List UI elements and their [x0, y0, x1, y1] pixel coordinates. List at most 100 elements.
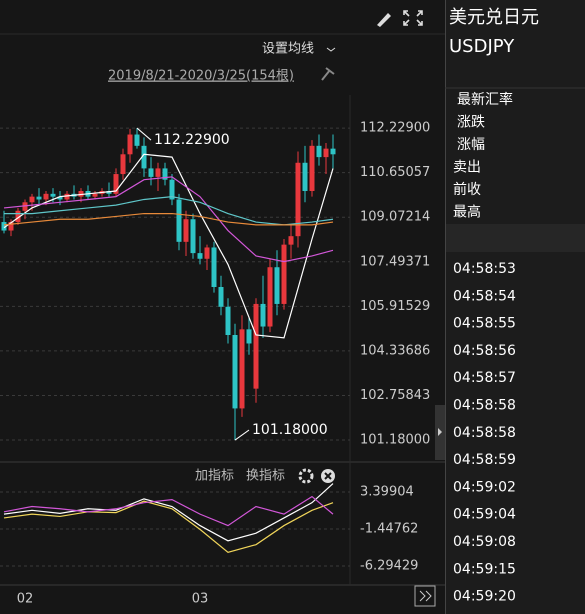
candle-body — [36, 196, 42, 200]
candle-body — [8, 222, 14, 231]
field-label: 最新汇率 — [457, 91, 513, 108]
line-series — [3, 176, 334, 263]
line-series — [3, 495, 334, 527]
field-label: 涨跌 — [457, 115, 485, 131]
candle-body — [29, 196, 35, 203]
trade-time: 04:58:53 — [453, 261, 516, 277]
trade-time: 04:58:56 — [453, 343, 516, 359]
candle-body — [141, 145, 147, 169]
candle-body — [316, 145, 322, 158]
candle-body — [64, 193, 70, 200]
candle-body — [106, 191, 112, 194]
trade-time: 04:58:58 — [453, 425, 516, 441]
annotation-pointer — [136, 127, 152, 141]
annotation-label: 101.18000 — [252, 422, 328, 438]
candle-body — [267, 267, 273, 327]
candle-body — [274, 267, 280, 304]
candle-body — [43, 193, 49, 200]
candle-body — [50, 193, 56, 197]
candle-body — [323, 148, 329, 158]
dropdown-icon[interactable] — [326, 47, 336, 52]
candle-body — [197, 253, 203, 259]
candle-body — [162, 168, 168, 180]
side-panel — [445, 0, 585, 614]
panel-band — [446, 224, 585, 252]
y-tick-label: 3.39904 — [360, 484, 414, 499]
candle-body — [330, 148, 336, 155]
line-series — [3, 212, 334, 226]
trade-time: 04:58:55 — [453, 316, 516, 332]
annotation-pointer — [234, 429, 250, 441]
candle-body — [127, 134, 133, 155]
y-tick-label: 110.65057 — [360, 165, 430, 180]
pair-symbol: USDJPY — [449, 36, 515, 57]
candle-body — [190, 219, 196, 254]
switch-indicator[interactable]: 换指标 — [246, 469, 285, 484]
y-tick-label: 102.75843 — [360, 388, 430, 403]
candle-body — [183, 219, 189, 242]
candle-body — [155, 168, 161, 177]
y-tick-label: -1.44762 — [360, 521, 418, 536]
brush-icon[interactable] — [377, 13, 391, 27]
candle-body — [176, 199, 182, 242]
x-tick-label: 02 — [17, 592, 34, 607]
ma-setting[interactable]: 设置均线 — [262, 42, 314, 57]
line-series — [3, 483, 334, 542]
chart-bg — [0, 0, 445, 614]
y-tick-label: 101.18000 — [360, 433, 430, 448]
candle-body — [169, 179, 175, 200]
y-tick-label: 112.22900 — [360, 121, 430, 136]
line-series — [3, 153, 334, 339]
trade-time: 04:59:20 — [453, 589, 516, 605]
trade-time: 04:58:54 — [453, 288, 516, 304]
candle-body — [281, 244, 287, 304]
line-series — [3, 500, 334, 553]
settings-icon[interactable] — [298, 468, 314, 484]
candle-body — [204, 247, 210, 259]
date-range[interactable]: 2019/8/21-2020/3/25(154根) — [108, 69, 294, 84]
trade-time: 04:58:57 — [453, 370, 516, 386]
trade-time: 04:59:04 — [453, 507, 516, 523]
next-button[interactable] — [414, 585, 436, 607]
trade-time: 04:59:08 — [453, 534, 516, 550]
candle-body — [295, 162, 301, 237]
candle-body — [253, 303, 259, 389]
trade-time: 04:58:59 — [453, 452, 516, 468]
candle-body — [218, 287, 224, 307]
candle-body — [1, 222, 7, 231]
y-tick-label: 104.33686 — [360, 343, 430, 358]
add-indicator[interactable]: 加指标 — [195, 469, 234, 484]
trade-time: 04:59:15 — [453, 561, 516, 577]
candle-body — [134, 134, 140, 146]
candle-body — [211, 247, 217, 287]
trade-time: 04:59:02 — [453, 479, 516, 495]
y-tick-label: 109.07214 — [360, 210, 430, 225]
trade-time: 04:58:58 — [453, 398, 516, 414]
y-tick-label: -6.29429 — [360, 558, 418, 573]
annotation-label: 112.22900 — [154, 132, 230, 148]
candle-body — [309, 145, 315, 191]
y-tick-label: 105.91529 — [360, 299, 430, 314]
field-label: 最高 — [453, 204, 481, 221]
candle-body — [120, 154, 126, 175]
x-tick-label: 03 — [192, 592, 209, 607]
scroll-arrow[interactable] — [438, 428, 442, 436]
candle-body — [225, 306, 231, 335]
candle-body — [15, 210, 21, 223]
fullscreen-icon[interactable] — [403, 10, 423, 26]
candle-body — [232, 335, 238, 409]
candle-body — [113, 174, 119, 194]
field-label: 涨幅 — [457, 137, 485, 153]
candle-body — [22, 202, 28, 211]
candle-body — [92, 193, 98, 197]
field-label: 卖出 — [453, 160, 481, 176]
field-label: 前收 — [453, 181, 481, 198]
pin-icon[interactable] — [321, 67, 335, 81]
next-icon — [419, 590, 432, 602]
candle-body — [57, 196, 63, 200]
candle-body — [78, 191, 84, 197]
pair-title: 美元兑日元 — [449, 7, 539, 28]
candle-body — [260, 303, 266, 327]
